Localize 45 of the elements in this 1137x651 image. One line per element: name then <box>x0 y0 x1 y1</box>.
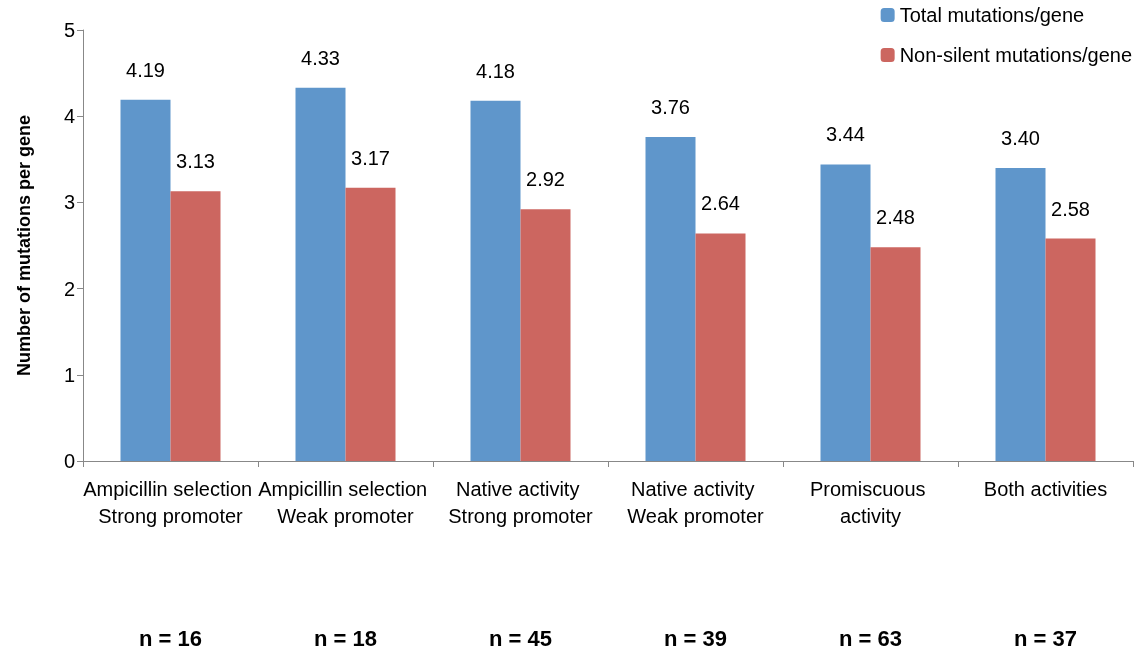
y-tick-label: 0 <box>63 450 75 472</box>
bar <box>295 87 346 461</box>
data-label: 2.64 <box>701 192 740 215</box>
data-label: 3.17 <box>351 146 390 169</box>
data-label: 3.76 <box>651 95 690 118</box>
y-tick-label: 2 <box>63 277 75 300</box>
text: n = 39 <box>664 625 727 651</box>
x-tick-label: Promiscuous activity <box>809 477 932 527</box>
x-tick-label: Ampicillin selection Weak promoter <box>258 477 433 527</box>
bar <box>695 233 746 461</box>
legend-label: Total mutations/gene <box>899 4 1085 26</box>
text: n = 45 <box>489 625 552 651</box>
text: n = 16 <box>139 625 202 651</box>
bar <box>170 191 221 461</box>
x-tick-label: Both activities <box>983 477 1108 500</box>
bar <box>345 187 396 461</box>
text: n = 63 <box>839 625 902 651</box>
bar <box>995 167 1046 461</box>
text: n = 18 <box>314 625 377 651</box>
bar <box>820 164 871 461</box>
data-label: 3.13 <box>176 150 215 173</box>
y-axis-title: Number of mutations per gene <box>14 114 34 377</box>
x-tick-label: Native activity Weak promoter <box>627 477 765 527</box>
text: n = 37 <box>1014 625 1077 651</box>
data-label: 4.19 <box>126 58 165 81</box>
bar <box>120 99 171 461</box>
bar <box>870 247 921 461</box>
data-label: 2.58 <box>1051 197 1090 220</box>
data-label: 3.44 <box>826 123 865 146</box>
data-label: 3.40 <box>1001 126 1040 149</box>
y-tick-label: 3 <box>63 191 75 214</box>
bar <box>1045 238 1096 461</box>
y-tick-label: 4 <box>63 105 75 128</box>
y-tick-label: 1 <box>63 363 75 386</box>
bar <box>645 136 696 461</box>
bar <box>470 100 521 461</box>
y-tick-label: 5 <box>63 19 75 41</box>
data-label: 4.33 <box>301 46 340 69</box>
x-tick-label: Native activity Strong promoter <box>448 477 594 527</box>
data-label: 2.92 <box>526 168 565 191</box>
bar <box>520 209 571 461</box>
legend-label: Non-silent mutations/gene <box>899 44 1133 66</box>
data-label: 4.18 <box>476 59 515 82</box>
x-tick-label: Ampicillin selection Strong promoter <box>83 477 258 527</box>
data-label: 2.48 <box>876 206 915 229</box>
